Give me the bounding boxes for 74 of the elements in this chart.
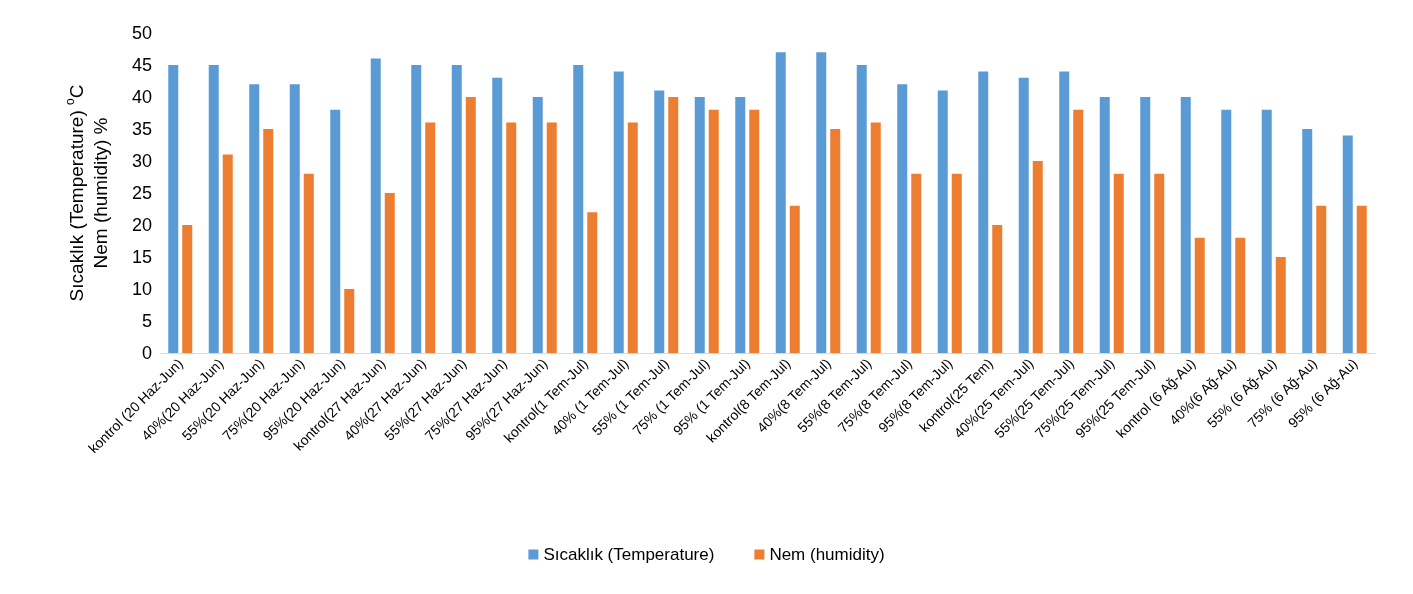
bar — [1194, 237, 1205, 353]
bar — [1342, 135, 1353, 353]
bar — [370, 58, 381, 353]
bar — [749, 109, 760, 353]
y-tick-label: 15 — [131, 247, 152, 267]
bar — [1099, 97, 1110, 353]
bar — [1073, 109, 1084, 353]
bar — [289, 84, 300, 353]
y-tick-label: 40 — [131, 87, 152, 107]
bar — [208, 65, 219, 353]
bar — [506, 122, 517, 353]
bar — [573, 65, 584, 353]
bar — [1059, 71, 1070, 353]
bar — [627, 122, 638, 353]
bar — [937, 90, 948, 353]
bar — [668, 97, 679, 353]
bar — [654, 90, 665, 353]
bar — [789, 205, 800, 353]
bar — [911, 173, 922, 353]
bar — [1032, 161, 1043, 353]
bar — [1113, 173, 1124, 353]
y-tick-label: 20 — [131, 215, 152, 235]
y-tick-label: 50 — [131, 23, 152, 43]
y-tick-label: 10 — [131, 279, 152, 299]
bar — [870, 122, 881, 353]
bar — [735, 97, 746, 353]
bar — [532, 97, 543, 353]
y-tick-label: 45 — [131, 55, 152, 75]
bar — [856, 65, 867, 353]
bar — [344, 289, 355, 353]
bar — [897, 84, 908, 353]
bar — [1140, 97, 1151, 353]
bar — [168, 65, 179, 353]
bar — [1154, 173, 1165, 353]
bar — [587, 212, 598, 353]
bar — [1316, 205, 1327, 353]
bar — [1180, 97, 1191, 353]
bar — [830, 129, 841, 353]
bar — [182, 225, 193, 353]
bar — [708, 109, 719, 353]
legend-label: Nem (humidity) — [769, 545, 885, 564]
bar — [775, 52, 786, 353]
bar — [330, 109, 341, 353]
bar — [1302, 129, 1313, 353]
bar — [249, 84, 260, 353]
bar — [1261, 109, 1272, 353]
bar — [1018, 77, 1029, 353]
y-tick-label: 30 — [131, 151, 152, 171]
y-tick-label: 5 — [141, 311, 152, 331]
legend-label: Sıcaklık (Temperature) — [543, 545, 715, 564]
bar — [451, 65, 462, 353]
y-tick-label: 0 — [141, 343, 152, 363]
bar — [992, 225, 1003, 353]
bar — [1221, 109, 1232, 353]
bar — [978, 71, 989, 353]
y-tick-label: 35 — [131, 119, 152, 139]
bar — [303, 173, 314, 353]
bar — [1356, 205, 1367, 353]
bar — [694, 97, 705, 353]
bar — [425, 122, 436, 353]
bar — [263, 129, 274, 353]
bar — [1275, 257, 1286, 353]
bar — [492, 77, 503, 353]
bar — [613, 71, 624, 353]
bar — [222, 154, 233, 353]
bar — [1235, 237, 1246, 353]
y-tick-label: 25 — [131, 183, 152, 203]
bar — [384, 193, 395, 353]
bar — [411, 65, 422, 353]
bar — [465, 97, 476, 353]
bar — [951, 173, 962, 353]
bar — [816, 52, 827, 353]
bar — [546, 122, 557, 353]
y-axis-title: Sıcaklık (Temperature) oC Nem (humidity) % — [63, 84, 111, 302]
